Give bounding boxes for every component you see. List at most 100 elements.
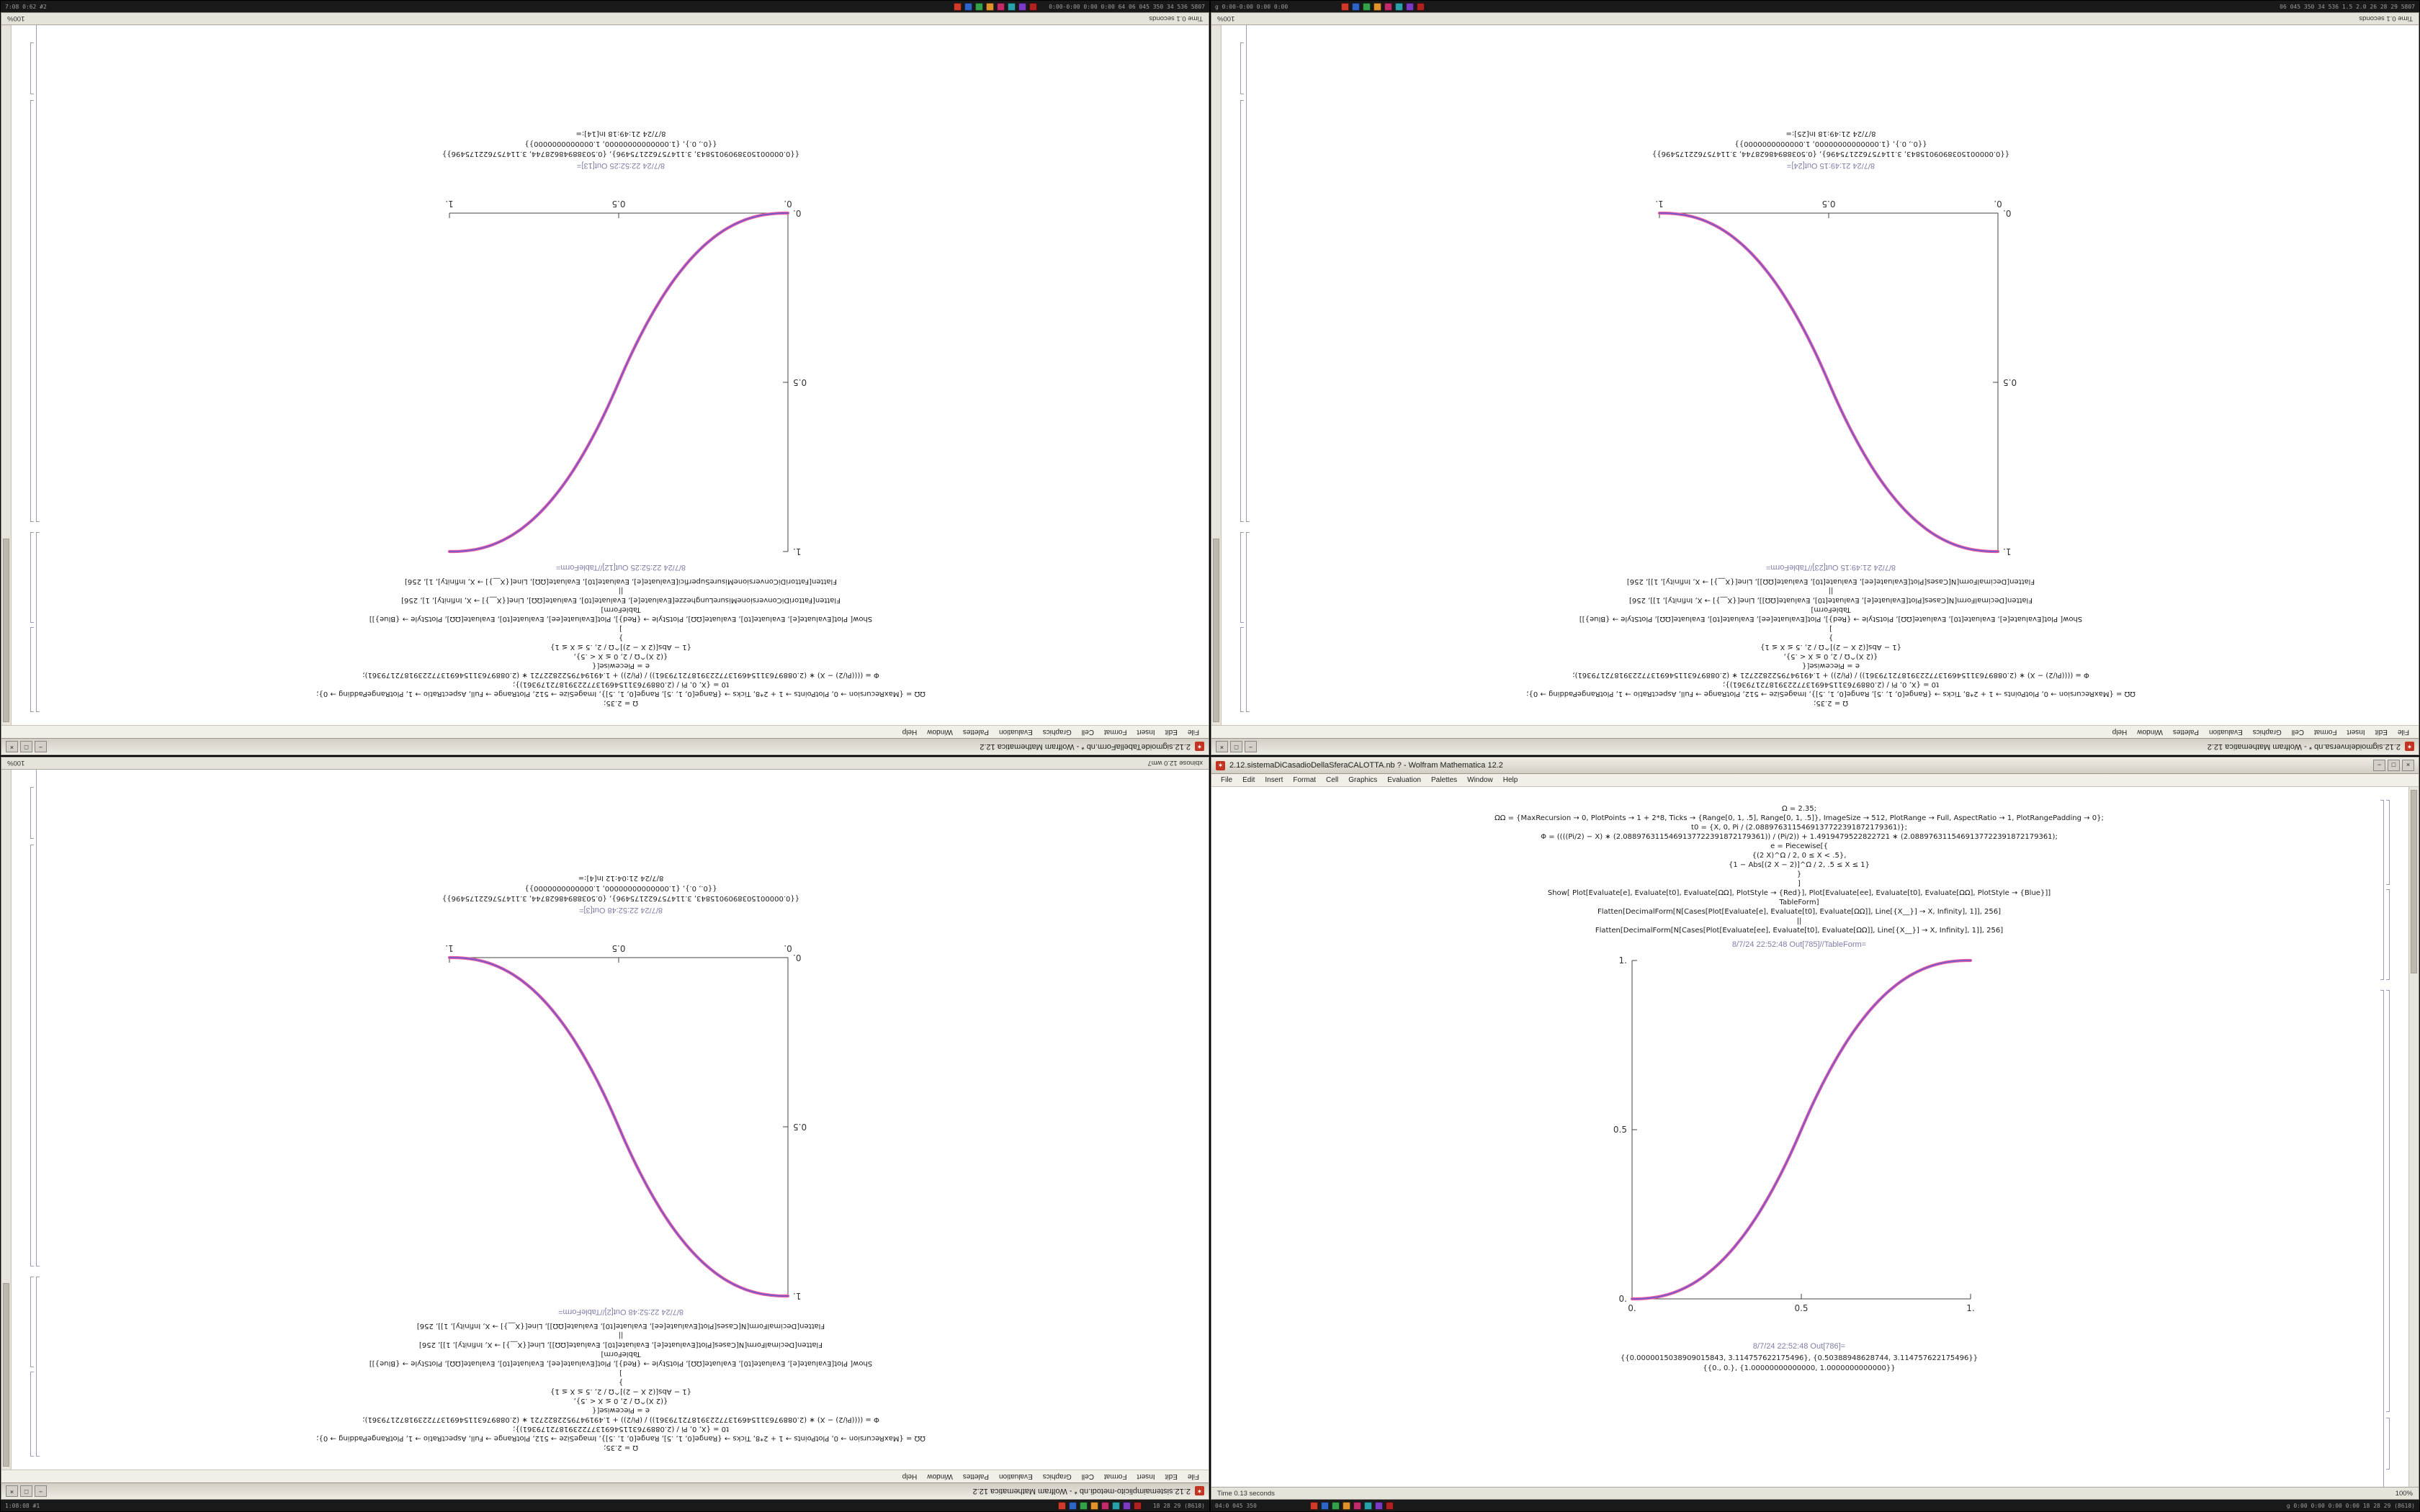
code-line[interactable]: ΩΩ = {MaxRecursion → 0, PlotPoints → 1 +… xyxy=(1494,814,2104,822)
cell-bracket[interactable] xyxy=(30,100,35,522)
menu-cell[interactable]: Cell xyxy=(1081,728,1094,736)
cell-bracket[interactable] xyxy=(2385,889,2390,980)
scrollbar-thumb[interactable] xyxy=(1213,539,1219,722)
taskbar-app-icon[interactable] xyxy=(975,2,984,11)
menu-window[interactable]: Window xyxy=(927,1472,953,1480)
code-line[interactable]: Flatten[FattoriDiConversioneMisureLunghe… xyxy=(401,596,841,604)
taskbar-app-icon[interactable] xyxy=(964,2,973,11)
minimize-button[interactable]: − xyxy=(35,741,47,752)
menu-graphics[interactable]: Graphics xyxy=(1042,728,1072,736)
menu-file[interactable]: File xyxy=(1221,776,1233,784)
cell-bracket[interactable] xyxy=(30,1277,35,1367)
taskbar-app-icon[interactable] xyxy=(1133,1501,1142,1510)
cell-bracket[interactable] xyxy=(30,787,35,839)
taskbar-app-icon[interactable] xyxy=(1374,1501,1383,1510)
menu-evaluation[interactable]: Evaluation xyxy=(1387,776,1421,784)
notebook-area[interactable]: Ω = 2.35; ΩΩ = {MaxRecursion → 0, PlotPoi… xyxy=(1211,787,2419,1487)
code-line[interactable]: e = Piecewise[{ xyxy=(1802,662,1860,670)
output-line[interactable]: {{0.0000015038909015843, 3.1147576221754… xyxy=(442,150,800,158)
maximize-button[interactable]: □ xyxy=(2388,760,2400,771)
menu-evaluation[interactable]: Evaluation xyxy=(2209,728,2243,736)
taskbar-app-icon[interactable] xyxy=(1342,1501,1350,1510)
taskbar-app-icon[interactable] xyxy=(986,2,995,11)
menu-insert[interactable]: Insert xyxy=(1137,1472,1155,1480)
taskbar-app-icon[interactable] xyxy=(997,2,1005,11)
code-line[interactable]: Show[ Plot[Evaluate[e], Evaluate[t0], Ev… xyxy=(369,1359,873,1367)
menu-format[interactable]: Format xyxy=(1103,1472,1127,1480)
vertical-scrollbar[interactable] xyxy=(1,770,12,1470)
cell-bracket[interactable] xyxy=(30,42,35,94)
taskbar-app-icon[interactable] xyxy=(1395,2,1404,11)
maximize-button[interactable]: □ xyxy=(20,1485,32,1497)
cell-bracket[interactable] xyxy=(30,1372,35,1457)
cell-bracket[interactable] xyxy=(1240,627,1245,712)
output-line[interactable]: {{0., 0.}, {1.00000000000000, 1.00000000… xyxy=(524,884,717,892)
close-button[interactable]: × xyxy=(2402,760,2414,771)
code-line[interactable]: ΩΩ = {MaxRecursion → 0, PlotPoints → 1 +… xyxy=(316,1434,926,1442)
code-line[interactable]: TableForm] xyxy=(601,606,641,613)
minimize-button[interactable]: − xyxy=(35,1485,47,1497)
code-line[interactable]: e = Piecewise[{ xyxy=(592,662,650,670)
taskbar-app-icon[interactable] xyxy=(1309,1501,1318,1510)
minimize-button[interactable]: − xyxy=(1245,741,1257,752)
notebook-area[interactable]: Ω = 2.35; ΩΩ = {MaxRecursion → 0, PlotPoi… xyxy=(1211,25,2419,725)
maximize-button[interactable]: □ xyxy=(20,741,32,752)
menu-help[interactable]: Help xyxy=(902,728,918,736)
code-line[interactable]: Φ = ((((Pi/2) − X) ∗ (2.0889763115469137… xyxy=(362,671,879,679)
taskbar-app-icon[interactable] xyxy=(1353,1501,1361,1510)
cell-bracket[interactable] xyxy=(1240,42,1245,94)
taskbar-app-icon[interactable] xyxy=(1341,2,1350,11)
code-line[interactable]: || xyxy=(1796,917,1802,925)
menu-palettes[interactable]: Palettes xyxy=(962,1472,989,1480)
scrollbar-thumb[interactable] xyxy=(3,539,9,722)
taskbar-app-icon[interactable] xyxy=(1385,1501,1394,1510)
output-line[interactable]: {{0.0000015038909015843, 3.1147576221754… xyxy=(442,894,800,902)
taskbar-app-icon[interactable] xyxy=(1090,1501,1098,1510)
status-zoom-level[interactable]: 100% xyxy=(2395,1489,2413,1498)
menu-edit[interactable]: Edit xyxy=(1165,728,1178,736)
menu-graphics[interactable]: Graphics xyxy=(1042,1472,1072,1480)
output-line[interactable]: 8/7/24 21:04:12 In[4]:= xyxy=(578,874,664,882)
code-line[interactable]: Flatten[DecimalForm[N[Cases[Plot[Evaluat… xyxy=(1628,596,2033,604)
cell-bracket[interactable] xyxy=(1240,532,1245,623)
code-line[interactable]: Ω = 2.35; xyxy=(1781,805,1816,813)
menu-graphics[interactable]: Graphics xyxy=(1348,776,1378,784)
menu-file[interactable]: File xyxy=(1187,1472,1199,1480)
code-line[interactable]: {(2 X)^Ω / 2, 0 ≤ X < .5}, xyxy=(573,1397,668,1405)
output-line[interactable]: {{0., 0.}, {1.00000000000000, 1.00000000… xyxy=(1734,140,1927,148)
status-zoom-level[interactable]: 100% xyxy=(7,759,25,768)
code-line[interactable]: Φ = ((((Pi/2) − X) ∗ (2.0889763115469137… xyxy=(1572,671,2089,679)
menu-cell[interactable]: Cell xyxy=(1081,1472,1094,1480)
status-zoom-level[interactable]: 100% xyxy=(7,14,25,23)
cell-bracket[interactable] xyxy=(1246,532,1250,712)
notebook-area[interactable]: Ω = 2.35; ΩΩ = {MaxRecursion → 0, PlotPoi… xyxy=(1,25,1209,725)
cell-bracket[interactable] xyxy=(2380,800,2384,980)
menu-help[interactable]: Help xyxy=(1502,776,1518,784)
taskbar-app-icon[interactable] xyxy=(1008,2,1016,11)
menu-edit[interactable]: Edit xyxy=(2375,728,2388,736)
menu-format[interactable]: Format xyxy=(1103,728,1127,736)
code-line[interactable]: Flatten[FattoriDiConversioneMisureSuperf… xyxy=(405,577,837,585)
code-line[interactable]: ] xyxy=(1798,880,1801,888)
code-line[interactable]: ] xyxy=(619,1369,622,1377)
code-line[interactable]: Show[ Plot[Evaluate[e], Evaluate[t0], Ev… xyxy=(369,615,873,623)
scrollbar-thumb[interactable] xyxy=(2411,790,2417,973)
cell-bracket[interactable] xyxy=(30,532,35,623)
code-line[interactable]: Ω = 2.35; xyxy=(1814,699,1849,707)
taskbar-app-icon[interactable] xyxy=(1111,1501,1120,1510)
desktop-taskbar[interactable]: g 0:00-0:00 0:00 0:00 06 045 350 34 536 … xyxy=(1211,1,2419,12)
window-titlebar[interactable]: ✶ 2.12.sigmoideTabellaForm.nb * - Wolfra… xyxy=(1,738,1209,755)
code-line[interactable]: || xyxy=(618,1331,624,1339)
code-line[interactable]: ΩΩ = {MaxRecursion → 0, PlotPoints → 1 +… xyxy=(316,690,926,698)
code-line[interactable]: {(2 X)^Ω / 2, 0 ≤ X < .5}, xyxy=(573,652,668,660)
menu-graphics[interactable]: Graphics xyxy=(2252,728,2282,736)
code-line[interactable]: || xyxy=(1828,587,1834,595)
taskbar-app-icon[interactable] xyxy=(1057,1501,1066,1510)
code-line[interactable]: Show[ Plot[Evaluate[e], Evaluate[t0], Ev… xyxy=(1547,889,2051,897)
code-line[interactable]: {(2 X)^Ω / 2, 0 ≤ X < .5}, xyxy=(1783,652,1878,660)
output-line[interactable]: 8/7/24 21:49:18 In[25]:= xyxy=(1785,130,1876,138)
output-line[interactable]: {{0., 0.}, {1.00000000000000, 1.00000000… xyxy=(524,140,717,148)
code-line[interactable]: } xyxy=(618,1378,624,1386)
menu-insert[interactable]: Insert xyxy=(1137,728,1155,736)
output-line[interactable]: {{0.0000015038909015843, 3.1147576221754… xyxy=(1652,150,2010,158)
